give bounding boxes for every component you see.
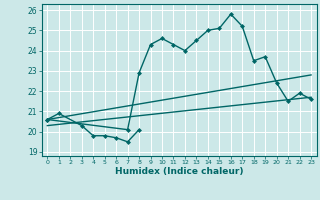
X-axis label: Humidex (Indice chaleur): Humidex (Indice chaleur): [115, 167, 244, 176]
